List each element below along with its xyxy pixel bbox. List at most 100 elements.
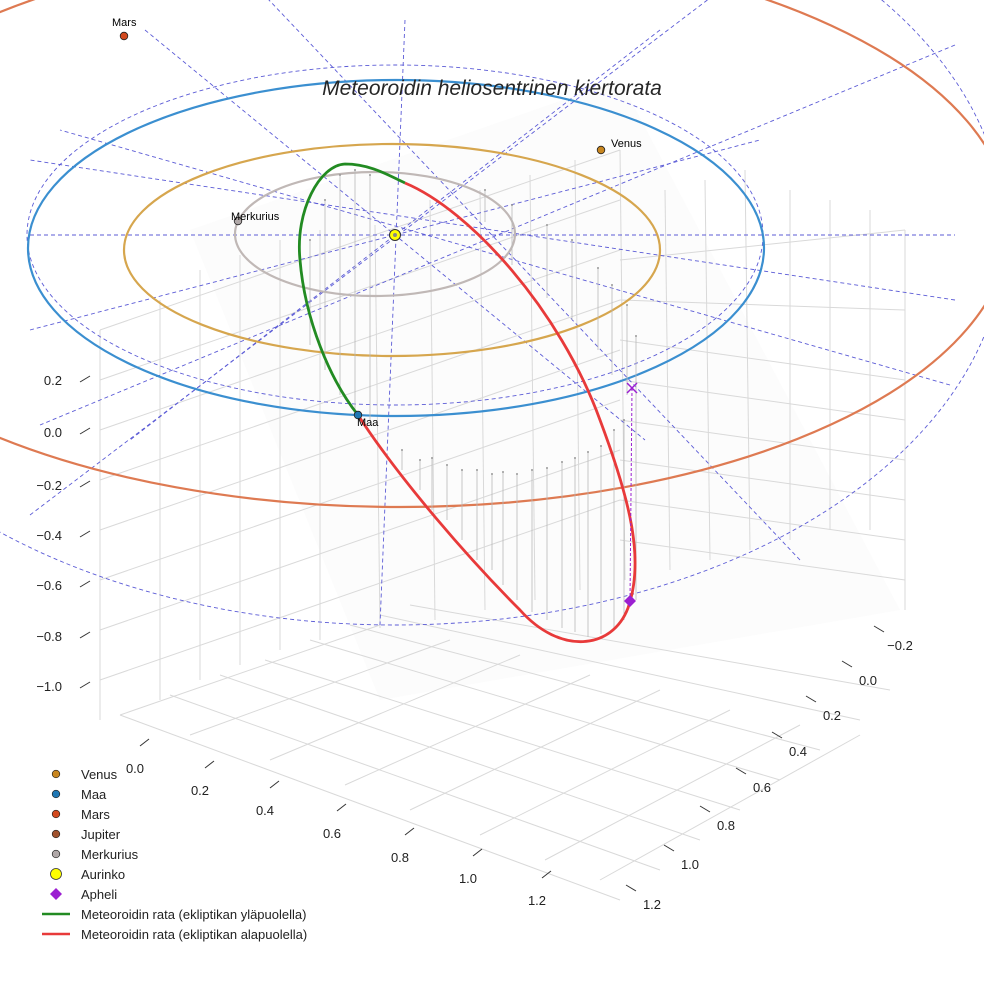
y-tick-label: 0.4 xyxy=(789,744,807,759)
legend-marker xyxy=(50,868,62,880)
ecliptic-reference-spoke xyxy=(268,0,801,561)
back-pane xyxy=(190,80,900,700)
floor-grid-line-b xyxy=(219,674,701,841)
wall-grid-vertical xyxy=(704,179,711,561)
side-grid-horizontal xyxy=(619,459,906,501)
y-tick-mark xyxy=(699,805,711,813)
x-tick-mark xyxy=(541,870,552,879)
axis-ticks: 0.2 0.0 −0.2 −0.4 −0.6 −0.8 −1.0 0.0 0.2 0.4 0.6 0.… xyxy=(36,373,913,912)
drop-line-tip xyxy=(587,451,589,453)
x-tick-label: 1.2 xyxy=(528,893,546,908)
wall-grid-vertical xyxy=(744,169,751,551)
wall-grid-vertical xyxy=(574,159,581,591)
floor-grid-line-b xyxy=(379,614,861,721)
legend-label: Meteoroidin rata (ekliptikan alapuolella… xyxy=(81,927,307,942)
legend-marker xyxy=(51,769,61,779)
wall-grid-vertical xyxy=(429,199,436,621)
drop-line-tip xyxy=(511,204,513,206)
planet-mars xyxy=(119,31,129,41)
x-tick-label: 0.2 xyxy=(191,783,209,798)
planet-label-mars: Mars xyxy=(112,17,137,29)
z-tick-label: −0.2 xyxy=(36,478,62,493)
drop-line-tip xyxy=(491,473,493,475)
z-tick-label: −0.4 xyxy=(36,528,62,543)
sun-center xyxy=(393,233,397,237)
drop-line-tip xyxy=(571,239,573,241)
wall-grid-vertical xyxy=(529,174,536,601)
drop-line-tip xyxy=(574,457,576,459)
planet-label-maa: Maa xyxy=(357,417,379,429)
y-tick-label: 0.0 xyxy=(859,673,877,688)
floor-grid-line-b xyxy=(119,714,621,901)
floor-grid-line-b xyxy=(264,659,741,811)
planet-merkurius xyxy=(233,216,243,226)
legend-label: Mars xyxy=(81,807,110,822)
y-tick-mark xyxy=(841,660,853,668)
y-tick-label: 0.2 xyxy=(823,708,841,723)
wall-grid-vertical xyxy=(374,224,381,629)
planet-venus xyxy=(596,145,606,155)
floor-grid-line-b xyxy=(409,604,891,691)
drop-line-tip xyxy=(597,267,599,269)
floor-grid-line-b xyxy=(169,694,661,871)
celestial-bodies: Venus Maa Mars Merkurius xyxy=(112,17,642,607)
drop-line-tip xyxy=(502,471,504,473)
drop-line-tip xyxy=(635,335,637,337)
drop-line-tip xyxy=(324,199,326,201)
meteoroid-orbit-above xyxy=(297,162,406,416)
z-tick-mark xyxy=(79,375,91,383)
floor-grid-line-a xyxy=(544,724,801,861)
wall-grid-horizontal xyxy=(99,349,621,531)
drop-line-tip xyxy=(431,457,433,459)
legend-marker xyxy=(51,849,61,859)
side-grid-horizontal xyxy=(619,539,906,581)
orbit-venus xyxy=(122,142,662,358)
orbit-maa xyxy=(26,78,766,418)
aphelion-drop-line xyxy=(629,387,633,601)
x-tick-label: 0.6 xyxy=(323,826,341,841)
legend: Venus Maa Mars Jupiter Merkurius Aurinko Aphel… xyxy=(42,767,307,942)
floor-grid-line-a xyxy=(269,654,521,761)
legend-marker xyxy=(51,829,61,839)
floor-grid-line-b xyxy=(309,639,781,781)
x-tick-mark xyxy=(269,780,280,789)
side-grid-horizontal xyxy=(619,499,906,541)
floor-grid-line-a xyxy=(344,674,591,786)
z-tick-mark xyxy=(79,480,91,488)
floor-grid-line-a xyxy=(599,734,861,881)
wall-grid-horizontal xyxy=(99,199,621,381)
y-tick-label: 0.6 xyxy=(753,780,771,795)
meteoroid-drop-lines xyxy=(309,169,637,637)
z-tick-mark xyxy=(79,580,91,588)
legend-label: Maa xyxy=(81,787,107,802)
axis-panes xyxy=(190,80,900,700)
drop-line-tip xyxy=(369,174,371,176)
legend-label: Merkurius xyxy=(81,847,139,862)
drop-line-tip xyxy=(626,304,628,306)
drop-line-tip xyxy=(354,169,356,171)
legend-marker xyxy=(51,809,61,819)
legend-label: Apheli xyxy=(81,887,117,902)
legend-label: Jupiter xyxy=(81,827,121,842)
wall-grid-vertical xyxy=(479,189,486,611)
drop-line-tip xyxy=(339,174,341,176)
ecliptic-reference-spoke xyxy=(379,19,406,626)
y-tick-mark xyxy=(663,844,675,852)
planet-label-merkurius: Merkurius xyxy=(231,211,280,223)
chart-title: Meteoroidin heliosentrinen kiertorata xyxy=(322,77,662,100)
drop-line-tip xyxy=(611,284,613,286)
orbit-mars xyxy=(0,0,984,509)
drop-line-tip xyxy=(546,467,548,469)
floor-grid-line-b xyxy=(349,624,821,751)
y-tick-label: 1.0 xyxy=(681,857,699,872)
z-tick-mark xyxy=(79,631,91,639)
y-tick-mark xyxy=(873,625,885,633)
y-tick-label: 1.2 xyxy=(643,897,661,912)
legend-label: Meteoroidin rata (ekliptikan yläpuolella… xyxy=(81,907,306,922)
drop-line-tip xyxy=(461,469,463,471)
floor-grid-line-a xyxy=(119,624,381,716)
wall-grid-horizontal xyxy=(99,249,621,431)
side-grid-horizontal xyxy=(619,419,906,461)
planet-orbits xyxy=(0,0,984,509)
